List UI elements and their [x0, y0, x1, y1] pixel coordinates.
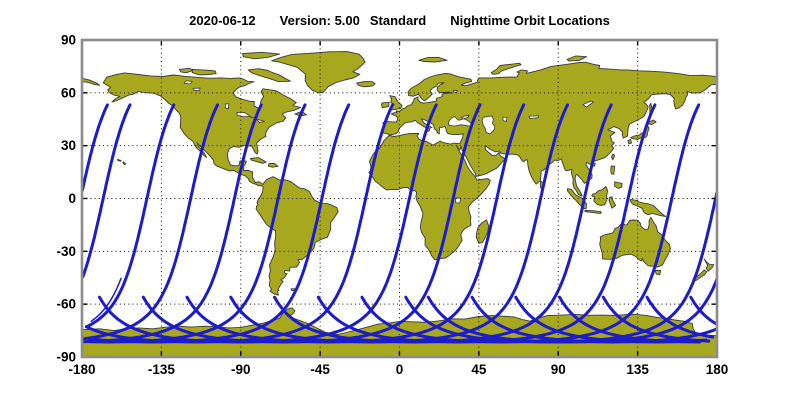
landmass-banks-island — [178, 67, 194, 74]
landmass-cuba — [250, 157, 267, 164]
landmass-hawaii-2 — [122, 161, 127, 166]
orbit-track — [98, 103, 438, 344]
lake-lake-victoria — [455, 197, 461, 204]
plot-frame — [80, 38, 719, 359]
orbit-track — [89, 103, 307, 344]
lake-lake-balkhash — [528, 115, 540, 119]
y-tick-label: 30 — [61, 138, 76, 153]
grid-layer — [82, 40, 717, 357]
landmass-hawaii-1 — [117, 158, 122, 162]
orbit-track — [90, 277, 122, 323]
x-tick-label: -135 — [148, 362, 176, 377]
orbit-track — [426, 277, 717, 344]
orbit-track — [316, 103, 657, 344]
lake-lake-ladoga — [452, 89, 459, 93]
lake-great-bear-lake — [183, 80, 193, 85]
x-tick-label: -45 — [310, 362, 330, 377]
landmass-nz-south-island — [692, 269, 708, 282]
landmass-new-guinea — [629, 198, 666, 217]
y-tick-label: -60 — [56, 297, 76, 312]
landmass-ireland — [381, 101, 390, 109]
lakes-layer — [183, 80, 595, 204]
title-subject: Nighttime Orbit Locations — [450, 13, 610, 28]
x-tick-label: -90 — [231, 362, 251, 377]
orbit-track — [360, 103, 701, 344]
title-date: 2020-06-12 — [189, 13, 256, 28]
landmass-mindanao — [614, 181, 623, 189]
landmass-luzon — [610, 165, 616, 175]
x-tick-label: 45 — [471, 362, 487, 377]
orbit-track — [229, 103, 569, 344]
landmass-taiwan — [611, 153, 616, 161]
orbit-track — [82, 103, 219, 341]
x-tick-label: 180 — [706, 362, 729, 377]
landmass-borneo — [591, 186, 609, 206]
landmass-sulawesi — [608, 196, 617, 209]
orbit-track — [141, 103, 482, 344]
landmass-greenland — [271, 51, 366, 94]
x-tick-label: 0 — [396, 362, 404, 377]
landmass-kyushu — [627, 139, 632, 145]
y-tick-label: -90 — [56, 350, 76, 365]
landmass-svalbard — [418, 56, 448, 63]
orbit-track — [689, 295, 717, 326]
landmass-australia — [599, 216, 671, 268]
landmass-nz-north-island — [703, 258, 715, 272]
orbit-track — [85, 103, 176, 329]
x-tick-label: 135 — [626, 362, 649, 377]
lake-caspian-sea — [481, 115, 496, 135]
orbit-track — [185, 103, 526, 344]
landmass-novaya-zemlya — [490, 62, 522, 75]
orbit-track — [645, 295, 715, 339]
orbit-track — [82, 103, 109, 193]
landmass-ellesmere — [242, 51, 281, 60]
landmass-eurafrica — [368, 61, 717, 261]
orbit-track — [84, 103, 394, 344]
lake-black-sea — [447, 114, 474, 127]
title-version: Version: 5.00 — [279, 13, 360, 28]
x-tick-label: -180 — [68, 362, 95, 377]
lake-lake-baikal — [582, 100, 595, 108]
orbit-track — [87, 103, 351, 344]
landmass-hispaniola — [267, 163, 279, 168]
landmass-baffin — [247, 68, 291, 83]
orbit-track — [514, 295, 708, 344]
lake-great-slave-lake — [192, 87, 201, 92]
land-layer — [82, 51, 717, 357]
orbit-track — [273, 103, 613, 344]
landmass-iceland — [356, 81, 376, 88]
orbit-track — [82, 103, 132, 279]
x-tick-label: 90 — [551, 362, 566, 377]
orbit-track — [558, 295, 702, 344]
y-tick-label: -30 — [56, 244, 76, 259]
y-tick-label: 60 — [61, 85, 76, 100]
landmass-victoria-island — [191, 68, 217, 76]
lake-lake-winnipeg — [224, 103, 230, 110]
y-tick-label: 90 — [61, 33, 76, 48]
figure-title: 2020-06-12 Version: 5.00 Standard Nighttime… — [82, 13, 717, 28]
lake-aral-sea — [502, 116, 508, 122]
y-tick-label: 0 — [68, 191, 76, 206]
orbit-track — [404, 191, 717, 344]
landmass-java — [584, 210, 602, 215]
landmass-severnaya-zemlya — [566, 55, 587, 62]
orbit-track — [601, 295, 711, 343]
landmass-tasmania — [654, 269, 662, 276]
title-edition: Standard — [369, 13, 427, 28]
orbit-tracks-layer — [82, 103, 717, 344]
